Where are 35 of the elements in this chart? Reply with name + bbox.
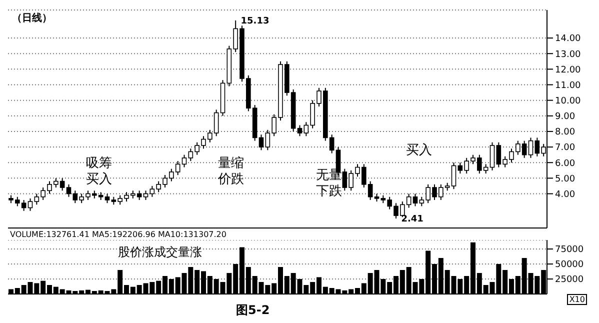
y-tick-label: 25000 (555, 275, 584, 286)
y-tick-label: 8.00 (555, 128, 576, 138)
y-tick-label: 6.00 (555, 158, 576, 169)
candlestick (258, 134, 264, 151)
y-axis-title: X10 (567, 294, 587, 305)
y-tick-label: 10.00 (555, 96, 582, 107)
y-tick-label: 12.00 (555, 65, 582, 76)
caption: 图5-2 (236, 302, 270, 319)
candlestick (451, 162, 456, 190)
candlestick (297, 124, 302, 137)
candlestick (182, 154, 187, 168)
candlestick (143, 190, 148, 200)
candlestick (490, 142, 495, 171)
chart-title: （日线） (12, 12, 52, 25)
annotation: 股价涨成交量涨 (118, 244, 202, 261)
annotation: 15.13 (240, 16, 270, 27)
candlestick (28, 198, 33, 212)
candlestick (528, 137, 534, 158)
y-tick-label: 7.00 (555, 143, 576, 154)
y-tick-label: 13.00 (555, 50, 582, 60)
y-tick-label: 5.00 (555, 174, 576, 184)
candlestick (104, 193, 110, 204)
y-tick-label: 50000 (555, 260, 584, 270)
annotation: 买入 (406, 143, 433, 159)
y-tick-label: 9.00 (555, 112, 576, 122)
y-tick-label: 14.00 (555, 34, 582, 44)
y-tick-label: 11.00 (555, 80, 582, 91)
chart-title: VOLUME:132761.41 MA5:192206.96 MA10:131307.20 (10, 230, 226, 239)
candlestick (66, 184, 72, 198)
annotation: 吸筹买入 (86, 156, 113, 188)
y-tick-label: 75000 (555, 245, 584, 256)
y-tick-label: 4.00 (555, 190, 576, 200)
annotation: 量缩价跌 (218, 156, 245, 188)
annotation: 2.41 (401, 214, 424, 225)
candlestick (412, 193, 418, 207)
